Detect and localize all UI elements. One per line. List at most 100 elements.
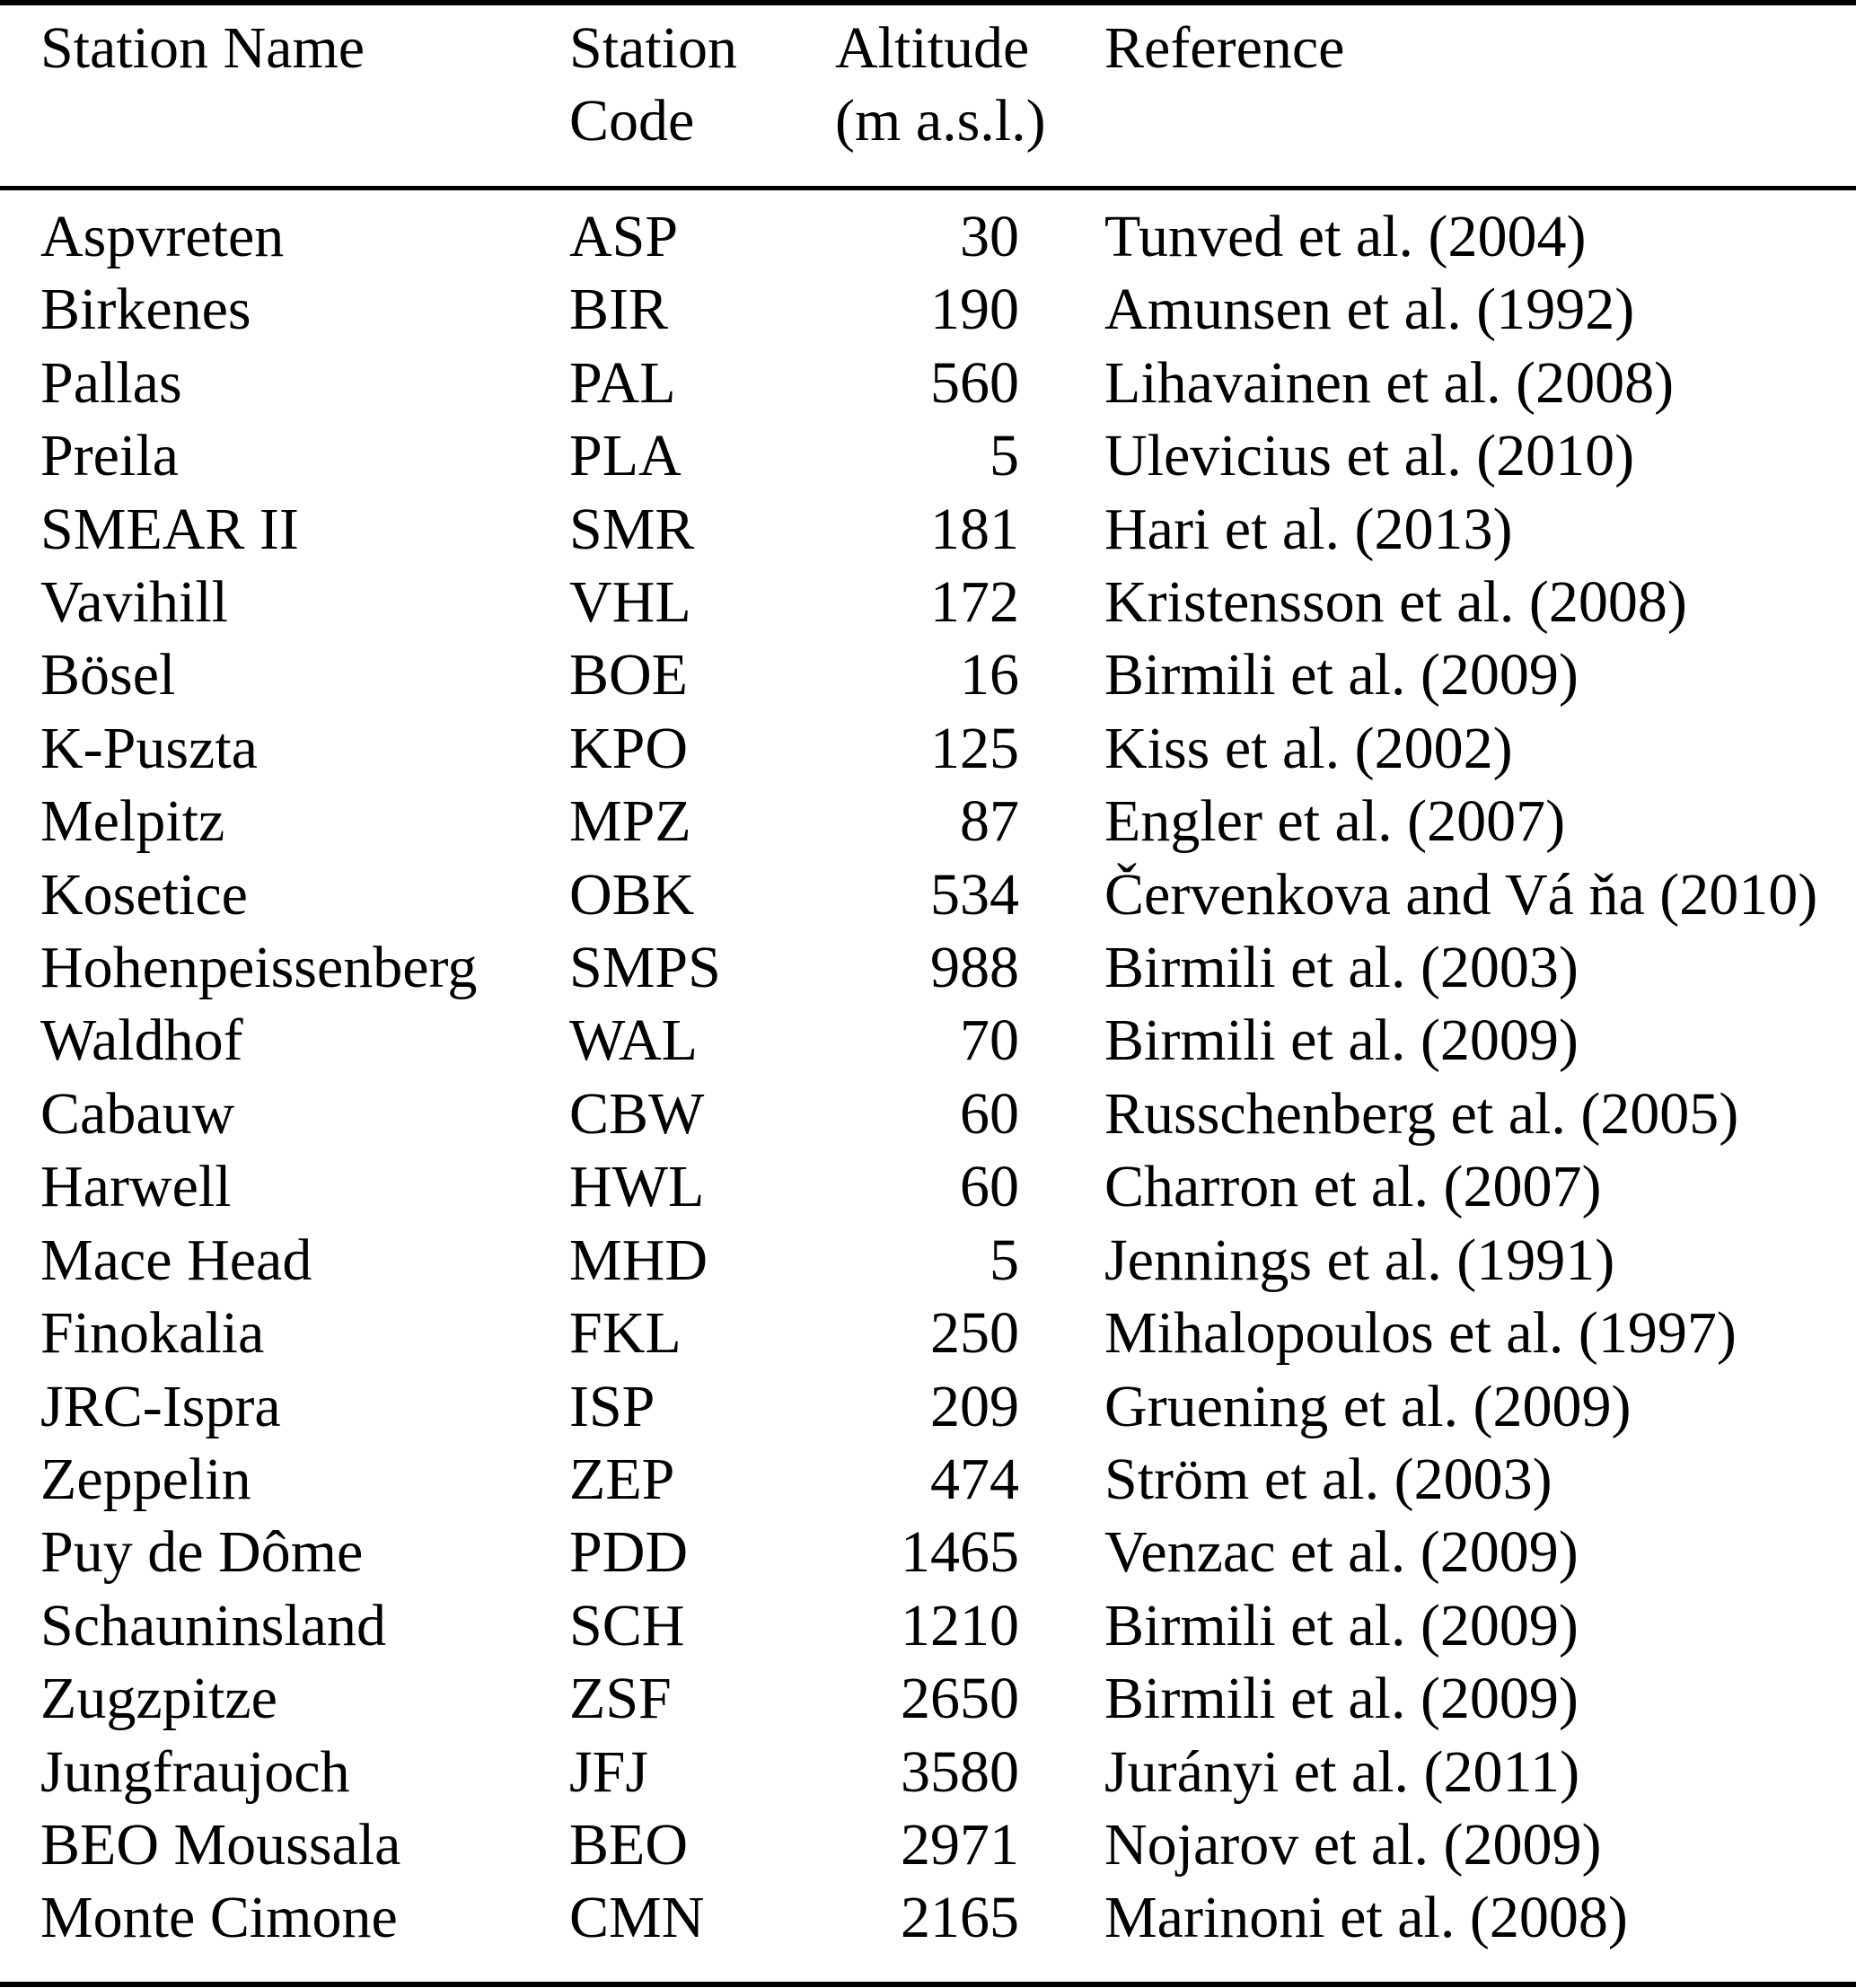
table-row: SMEAR II SMR 181 Hari et al. (2013) xyxy=(0,493,1856,566)
reference-cell: Kiss et al. (2002) xyxy=(1104,715,1513,781)
station-code-cell: ISP xyxy=(569,1373,655,1439)
table-row: Jungfraujoch JFJ 3580 Jurányi et al. (2011) xyxy=(0,1736,1856,1808)
reference-cell: Venzac et al. (2009) xyxy=(1104,1519,1579,1586)
station-name-cell: Finokalia xyxy=(40,1300,265,1367)
station-code-cell: SMR xyxy=(569,496,695,562)
station-code-cell: HWL xyxy=(569,1154,705,1220)
station-code-cell: PLA xyxy=(569,423,682,489)
station-name-cell: Puy de Dôme xyxy=(40,1519,364,1586)
altitude-cell: 2165 xyxy=(901,1885,1019,1951)
altitude-cell: 474 xyxy=(930,1446,1019,1512)
table-top-rule xyxy=(0,0,1856,5)
altitude-cell: 181 xyxy=(930,496,1019,562)
station-name-cell: Jungfraujoch xyxy=(40,1738,350,1805)
station-code-cell: PAL xyxy=(569,349,676,416)
station-code-cell: KPO xyxy=(569,715,689,781)
table-header-separator-rule xyxy=(0,186,1856,190)
station-name-cell: Melpitz xyxy=(40,788,225,855)
reference-cell: Birmili et al. (2003) xyxy=(1104,935,1579,1001)
column-header-line: Altitude xyxy=(835,15,1030,81)
station-name-cell: Hohenpeissenberg xyxy=(40,935,478,1001)
reference-cell: Ulevicius et al. (2010) xyxy=(1104,423,1635,489)
table-row: Hohenpeissenberg SMPS 988 Birmili et al. (2… xyxy=(0,931,1856,1004)
station-code-cell: CBW xyxy=(569,1080,705,1147)
table-row: Mace Head MHD 5 Jennings et al. (1991) xyxy=(0,1224,1856,1297)
table-row: Schauninsland SCH 1210 Birmili et al. (2009… xyxy=(0,1589,1856,1662)
table-row: Pallas PAL 560 Lihavainen et al. (2008) xyxy=(0,347,1856,419)
altitude-cell: 2650 xyxy=(901,1666,1019,1732)
altitude-cell: 3580 xyxy=(901,1738,1019,1805)
column-header-line: Code xyxy=(569,88,695,154)
reference-cell: Charron et al. (2007) xyxy=(1104,1154,1602,1220)
altitude-cell: 60 xyxy=(960,1154,1019,1220)
station-name-cell: Bösel xyxy=(40,642,176,708)
table-row: Puy de Dôme PDD 1465 Venzac et al. (2009) xyxy=(0,1516,1856,1588)
reference-cell: Jurányi et al. (2011) xyxy=(1104,1738,1580,1805)
station-name-cell: Zugzpitze xyxy=(40,1666,277,1732)
reference-cell: Engler et al. (2007) xyxy=(1104,788,1566,855)
reference-cell: Tunved et al. (2004) xyxy=(1104,204,1587,269)
station-name-cell: Kosetice xyxy=(40,861,248,928)
table-row: Harwell HWL 60 Charron et al. (2007) xyxy=(0,1150,1856,1223)
altitude-cell: 70 xyxy=(960,1007,1019,1074)
station-name-cell: K-Puszta xyxy=(40,715,258,781)
station-code-cell: SMPS xyxy=(569,935,721,1001)
reference-cell: Birmili et al. (2009) xyxy=(1104,1007,1579,1074)
altitude-cell: 1465 xyxy=(901,1519,1019,1586)
altitude-cell: 250 xyxy=(930,1300,1019,1367)
station-code-cell: ZEP xyxy=(569,1446,675,1512)
station-name-cell: Birkenes xyxy=(40,277,251,343)
table-row: Preila PLA 5 Ulevicius et al. (2010) xyxy=(0,419,1856,492)
station-name-cell: Harwell xyxy=(40,1154,232,1220)
altitude-cell: 534 xyxy=(930,861,1019,928)
station-name-cell: Cabauw xyxy=(40,1080,235,1147)
table-row: BEO Moussala BEO 2971 Nojarov et al. (2009) xyxy=(0,1808,1856,1881)
reference-cell: Birmili et al. (2009) xyxy=(1104,1666,1579,1732)
station-code-cell: SCH xyxy=(569,1592,685,1658)
station-name-cell: Zeppelin xyxy=(40,1446,251,1512)
column-header-reference: Reference xyxy=(1019,12,1856,158)
reference-cell: Birmili et al. (2009) xyxy=(1104,642,1579,708)
table-row: JRC-Ispra ISP 209 Gruening et al. (2009) xyxy=(0,1370,1856,1443)
station-name-cell: Aspvreten xyxy=(40,204,285,269)
reference-cell: Amunsen et al. (1992) xyxy=(1104,277,1635,343)
altitude-cell: 16 xyxy=(960,642,1019,708)
reference-cell: Kristensson et al. (2008) xyxy=(1104,569,1687,636)
table-row: Birkenes BIR 190 Amunsen et al. (1992) xyxy=(0,273,1856,346)
station-name-cell: BEO Moussala xyxy=(40,1811,401,1878)
table-row: Bösel BOE 16 Birmili et al. (2009) xyxy=(0,638,1856,711)
reference-cell: Hari et al. (2013) xyxy=(1104,496,1513,562)
column-header-line: Station xyxy=(569,15,738,81)
table-row: Aspvreten ASP 30 Tunved et al. (2004) xyxy=(0,200,1856,273)
station-code-cell: CMN xyxy=(569,1885,705,1951)
table-header-row: Station Name Station Code Altitude (m a.… xyxy=(0,12,1856,158)
altitude-cell: 190 xyxy=(930,277,1019,343)
column-header-station-name: Station Name xyxy=(0,12,569,158)
reference-cell: Birmili et al. (2009) xyxy=(1104,1592,1579,1658)
reference-cell: Russchenberg et al. (2005) xyxy=(1104,1080,1739,1147)
table-row: Melpitz MPZ 87 Engler et al. (2007) xyxy=(0,785,1856,858)
station-name-cell: Monte Cimone xyxy=(40,1885,398,1951)
reference-cell: Gruening et al. (2009) xyxy=(1104,1373,1632,1439)
altitude-cell: 2971 xyxy=(901,1811,1019,1878)
column-header-line: Reference xyxy=(1104,15,1345,81)
reference-cell: Lihavainen et al. (2008) xyxy=(1104,349,1675,416)
station-code-cell: JFJ xyxy=(569,1738,649,1805)
reference-cell: Jennings et al. (1991) xyxy=(1104,1227,1615,1293)
altitude-cell: 209 xyxy=(930,1373,1019,1439)
station-name-cell: Preila xyxy=(40,423,179,489)
altitude-cell: 60 xyxy=(960,1080,1019,1147)
reference-cell: Mihalopoulos et al. (1997) xyxy=(1104,1300,1737,1367)
station-name-cell: Mace Head xyxy=(40,1227,312,1293)
table-row: Monte Cimone CMN 2165 Marinoni et al. (2008… xyxy=(0,1881,1856,1954)
altitude-cell: 125 xyxy=(930,715,1019,781)
station-name-cell: Waldhof xyxy=(40,1007,243,1074)
reference-cell: Červenkova and Vá ňa (2010) xyxy=(1104,861,1818,928)
station-code-cell: MPZ xyxy=(569,788,691,855)
station-name-cell: Vavihill xyxy=(40,569,228,636)
station-code-cell: BEO xyxy=(569,1811,688,1878)
altitude-cell: 988 xyxy=(930,935,1019,1001)
altitude-cell: 87 xyxy=(960,788,1019,855)
column-header-line: (m a.s.l.) xyxy=(835,88,1046,154)
